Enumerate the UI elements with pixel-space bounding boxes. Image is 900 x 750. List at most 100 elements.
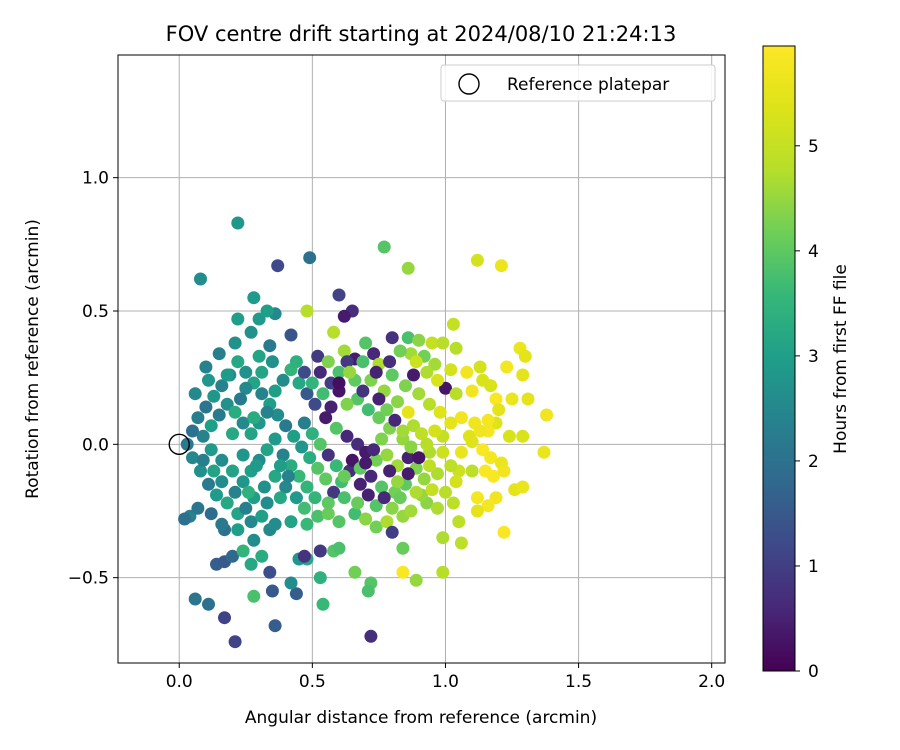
scatter-point [404,440,418,454]
scatter-point [502,429,516,443]
scatter-point [361,403,375,417]
scatter-point [337,491,351,505]
scatter-point [412,333,426,347]
scatter-point [231,216,245,230]
colorbar-tick-label: 3 [808,347,819,367]
scatter-point [423,397,436,411]
scatter-point [481,413,495,427]
scatter-point [308,397,322,411]
scatter-point [239,381,253,395]
scatter-point [265,584,279,598]
scatter-point [425,336,439,350]
scatter-point [263,339,277,353]
scatter-point [361,488,375,502]
y-axis-ticks: −0.5 0.0 0.5 1.0 [68,169,118,589]
scatter-point [308,491,322,505]
scatter-point [194,464,207,478]
scatter-point [396,424,410,438]
legend-box [440,64,716,102]
scatter-point [407,368,420,382]
y-tick-label: 0.0 [82,435,109,455]
scatter-point [436,445,450,459]
scatter-point [332,541,346,555]
scatter-point [276,373,290,387]
scatter-point [391,475,404,489]
scatter-point [470,253,484,267]
scatter-point [444,459,458,473]
scatter-point [303,251,317,265]
scatter-point [385,331,399,345]
scatter-point [494,259,508,273]
colorbar-gradient [762,45,796,672]
scatter-point [383,355,397,369]
scatter-point [321,355,335,369]
scatter-point [242,485,255,499]
scatter-point [348,507,362,521]
scatter-point [249,459,263,473]
scatter-point [289,491,303,505]
scatter-point [297,416,311,430]
scatter-point [332,288,346,302]
scatter-point [465,464,479,478]
scatter-point [260,443,274,457]
scatter-point [470,504,484,518]
scatter-point [271,259,285,273]
scatter-point [369,520,383,534]
scatter-point [305,427,319,441]
scatter-point [204,443,218,457]
scatter-point [380,403,394,417]
scatter-point [391,395,404,409]
scatter-point [268,619,282,633]
scatter-point [311,509,325,523]
scatter-point [332,376,346,390]
scatter-point [228,405,242,419]
scatter-point [284,459,298,473]
scatter-point [327,485,341,499]
scatter-point [439,485,452,499]
scatter-point [415,427,428,441]
scatter-point [234,392,247,406]
scatter-point [431,467,444,481]
scatter-point [329,459,343,473]
legend-marker-open-circle-icon [458,73,480,95]
scatter-point [444,416,458,430]
scatter-point [255,549,269,563]
scatter-point [377,491,391,505]
scatter-point [345,453,359,467]
scatter-point [388,413,402,427]
scatter-point [375,480,389,494]
scatter-point [369,499,383,513]
scatter-point [489,491,503,505]
scatter-point [247,589,261,603]
x-axis-ticks: 0.0 0.5 1.0 1.5 2.0 [166,663,725,692]
legend: Reference platepar [440,64,716,102]
scatter-point [228,485,242,499]
scatter-point [297,549,311,563]
scatter-point [452,515,466,529]
scatter-point [202,477,215,491]
scatter-point [226,427,239,441]
scatter-point [486,469,500,483]
scatter-point [220,397,234,411]
scatter-point [393,344,407,358]
scatter-point [356,384,370,398]
scatter-point [239,365,253,379]
scatter-point [369,365,383,379]
scatter-point [428,424,442,438]
scatter-point [327,325,341,339]
scatter-point [500,360,514,374]
colorbar-tick-label: 1 [808,557,819,577]
scatter-point [540,408,554,422]
scatter-point [268,384,282,398]
scatter-point [244,557,258,571]
scatter-point [401,467,415,481]
scatter-point [401,451,415,465]
scatter-point [401,331,415,345]
scatter-point [263,565,277,579]
scatter-point [287,429,301,443]
scatter-point [377,240,391,254]
scatter-point [215,475,229,489]
scatter-point [372,411,386,425]
scatter-point [199,360,213,374]
scatter-point [497,464,511,478]
